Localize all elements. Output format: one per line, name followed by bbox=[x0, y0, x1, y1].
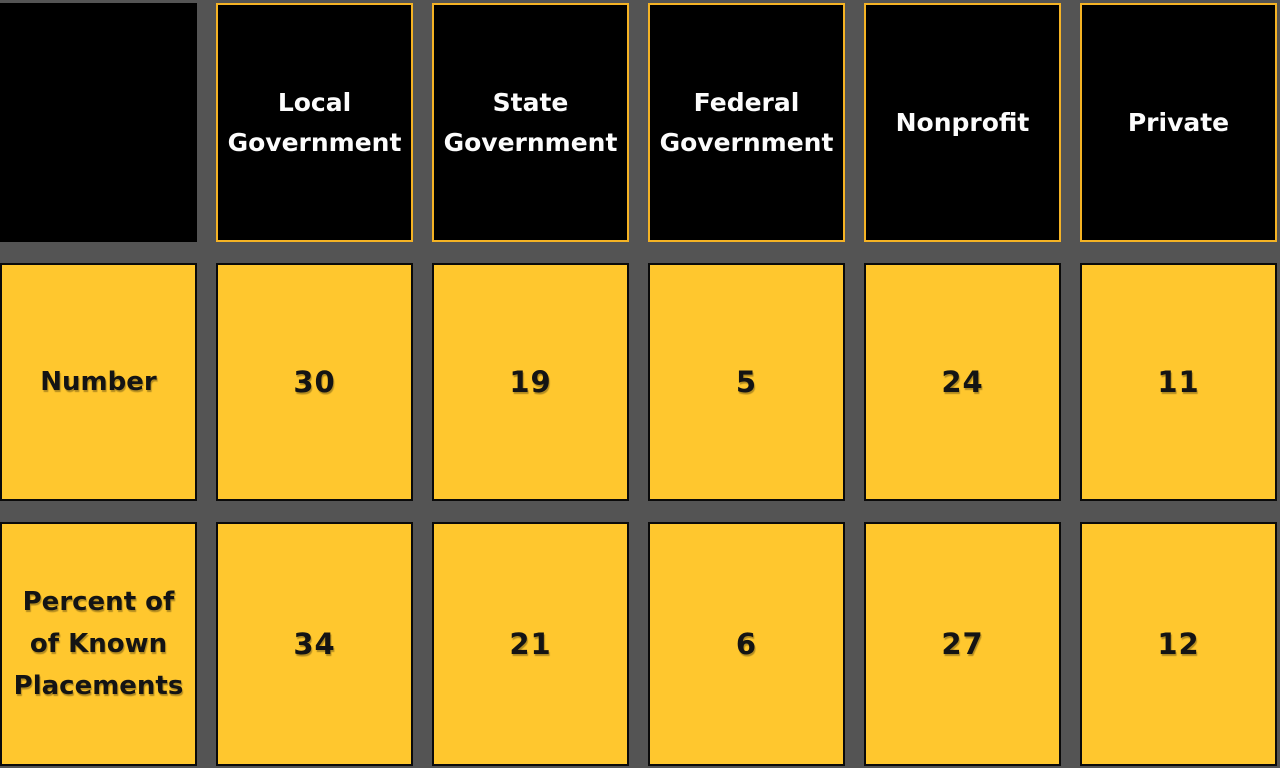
row-label-line: of Known bbox=[29, 629, 168, 659]
corner-cell bbox=[0, 3, 197, 242]
table-cell-percent-private: 12 bbox=[1080, 522, 1277, 766]
table-cell-number-private: 11 bbox=[1080, 263, 1277, 501]
column-header-line: Nonprofit bbox=[895, 107, 1030, 137]
column-header-nonprofit: Nonprofit bbox=[864, 3, 1061, 242]
column-header-line: Private bbox=[1127, 107, 1230, 137]
table-cell-number-nonprofit: 24 bbox=[864, 263, 1061, 501]
row-label-line: Placements bbox=[13, 671, 184, 701]
row-label-number: Number bbox=[0, 263, 197, 501]
column-header-line: State bbox=[492, 87, 569, 117]
table-cell-number-local-government: 30 bbox=[216, 263, 413, 501]
column-header-line: Government bbox=[443, 127, 618, 157]
column-header-line: Federal bbox=[693, 87, 800, 117]
column-header-line: Government bbox=[659, 127, 834, 157]
table-cell-number-state-government: 19 bbox=[432, 263, 629, 501]
column-header-federal-government: Federal Government bbox=[648, 3, 845, 242]
table-cell-percent-state-government: 21 bbox=[432, 522, 629, 766]
column-header-line: Local bbox=[277, 87, 352, 117]
table-cell-percent-local-government: 34 bbox=[216, 522, 413, 766]
column-header-private: Private bbox=[1080, 3, 1277, 242]
column-header-state-government: State Government bbox=[432, 3, 629, 242]
row-label-percent-of-known-placements: Percent of of Known Placements bbox=[0, 522, 197, 766]
table-cell-percent-federal-government: 6 bbox=[648, 522, 845, 766]
row-label-line: Percent of bbox=[22, 587, 175, 617]
column-header-line: Government bbox=[227, 127, 402, 157]
row-label-line: Number bbox=[40, 367, 157, 397]
table-cell-percent-nonprofit: 27 bbox=[864, 522, 1061, 766]
column-header-local-government: Local Government bbox=[216, 3, 413, 242]
table-cell-number-federal-government: 5 bbox=[648, 263, 845, 501]
